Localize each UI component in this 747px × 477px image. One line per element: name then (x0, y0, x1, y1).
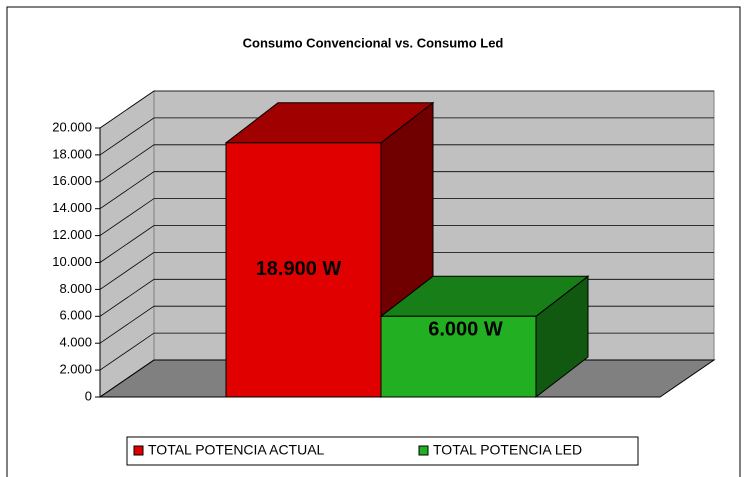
y-tick-label: 12.000 (52, 227, 92, 242)
grid-line (99, 171, 714, 210)
grid-line (99, 225, 714, 263)
y-tick-label: 10.000 (52, 254, 92, 269)
legend-label: TOTAL POTENCIA LED (433, 442, 582, 458)
y-tick-label: 20.000 (52, 119, 92, 134)
legend-label: TOTAL POTENCIA ACTUAL (148, 442, 325, 458)
y-tick-label: 14.000 (52, 200, 92, 215)
chart-title: Consumo Convencional vs. Consumo Led (243, 35, 504, 50)
bar (225, 142, 382, 398)
chart-border (6, 6, 741, 477)
y-tick-label: 0 (85, 388, 92, 403)
grid-line (99, 90, 714, 129)
legend-swatch (418, 445, 429, 456)
legend-swatch (133, 445, 144, 456)
grid-line (99, 198, 714, 236)
data-label: 18.900 W (256, 258, 342, 280)
bar (380, 315, 537, 398)
y-tick-label: 6.000 (59, 308, 92, 323)
y-tick-label: 16.000 (52, 173, 92, 188)
grid-line (99, 117, 714, 156)
grid-line (99, 252, 714, 290)
legend-box (126, 436, 639, 466)
data-label: 6.000 W (428, 319, 503, 341)
y-tick-label: 18.000 (52, 146, 92, 161)
y-tick-label: 8.000 (59, 281, 92, 296)
y-tick-label: 2.000 (59, 362, 92, 377)
grid-line (99, 144, 714, 183)
y-tick-label: 4.000 (59, 335, 92, 350)
